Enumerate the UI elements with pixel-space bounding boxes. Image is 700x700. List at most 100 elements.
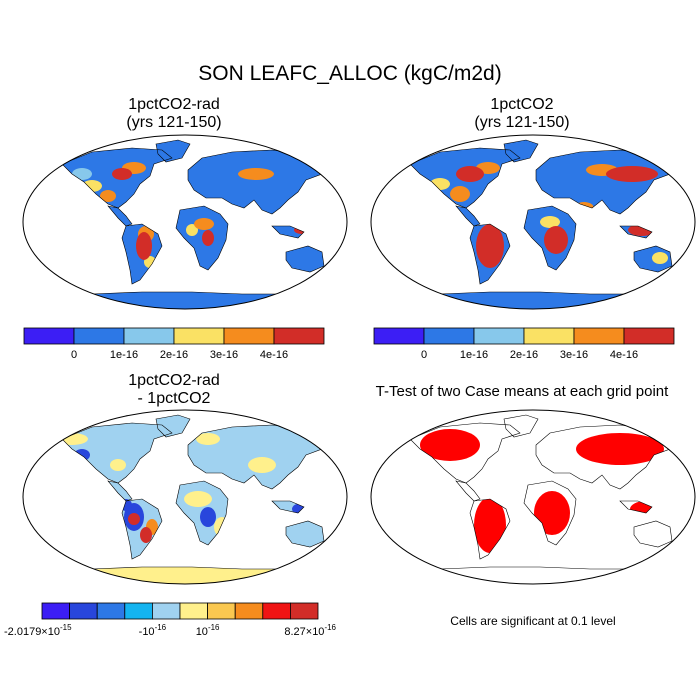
coastline-australia	[633, 520, 673, 548]
colorbar-box	[262, 602, 291, 620]
colorbar-box	[124, 602, 153, 620]
coastline-southAmerica	[121, 223, 163, 285]
panel-2-title: 1pctCO2 (yrs 121-150)	[372, 96, 672, 132]
land-antarctica	[400, 292, 670, 309]
map-border	[22, 134, 348, 310]
hotspot-hot	[474, 497, 506, 553]
coastline-centralAmerica	[455, 480, 481, 502]
hotspot-hot	[202, 230, 214, 246]
coastline-antarctica	[399, 566, 671, 584]
coastline-indonesia	[619, 500, 653, 514]
panel-1-title-line1: 1pctCO2-rad	[128, 96, 220, 113]
colorbar-tick-label: 0	[71, 349, 77, 361]
hotspot-hot	[606, 166, 658, 182]
colorbar-box	[373, 327, 425, 345]
coastline-southAmerica	[469, 223, 511, 285]
map-panel-3	[22, 409, 348, 585]
panel-4-title-line1: T-Test of two Case means at each grid po…	[375, 383, 669, 400]
coastline-centralAmerica	[107, 205, 133, 227]
coastline-africa	[523, 205, 577, 271]
map-panel-2	[370, 134, 696, 310]
coastline-greenland	[155, 414, 191, 438]
figure-title: SON LEAFC_ALLOC (kgC/m2d)	[198, 62, 502, 85]
panel-2-title-line1: 1pctCO2	[490, 96, 554, 113]
colorbar-box	[23, 327, 75, 345]
hotspot-hot	[476, 224, 504, 268]
hotspot-hot	[576, 433, 664, 465]
colorbar-box	[223, 327, 275, 345]
map-panel-1	[22, 134, 348, 310]
colorbar-box	[234, 602, 264, 620]
colorbar-box	[623, 327, 675, 345]
colorbar-tick-label: 8.27×10-16	[284, 623, 336, 638]
hotspot-mid	[186, 224, 198, 236]
land-antarctica	[52, 567, 322, 584]
land-greenland	[156, 140, 190, 162]
colorbar-tick-label: -10-16	[139, 623, 167, 638]
panel-4-title: T-Test of two Case means at each grid po…	[352, 383, 692, 401]
colorbar-tick-label: 3e-16	[560, 349, 588, 361]
land-centralAmerica	[108, 481, 132, 501]
coastline-australia	[285, 520, 325, 548]
coastline-africa	[175, 205, 229, 271]
colorbar-tick-label: 1e-16	[460, 349, 488, 361]
hotspot-hot	[534, 491, 570, 535]
hotspot-mid	[248, 457, 276, 473]
colorbar-box	[289, 602, 319, 620]
colorbar-tick-label: 1e-16	[110, 349, 138, 361]
land-antarctica	[52, 292, 322, 309]
map-border	[370, 409, 696, 585]
coastline-indonesia	[271, 225, 305, 239]
hotspot-hot	[136, 232, 152, 260]
colorbar-panel-1: 0 1e-16 2e-16 3e-16 4e-16	[23, 327, 325, 361]
hotspot-low	[200, 507, 216, 527]
significance-note: Cells are significant at 0.1 level	[450, 614, 616, 628]
coastline-centralAmerica	[107, 480, 133, 502]
coastline-africa	[523, 480, 577, 546]
hotspot-mid	[540, 216, 560, 228]
hotspot-mid	[652, 252, 668, 264]
colorbar-box	[207, 602, 236, 620]
land-northAmerica	[62, 423, 172, 483]
coastline-antarctica	[51, 291, 323, 309]
colorbar-tick-label: 0	[421, 349, 427, 361]
coastline-antarctica	[399, 291, 671, 309]
colorbar-box	[179, 602, 209, 620]
land-centralAmerica	[108, 206, 132, 226]
hotspot-mid	[184, 491, 212, 507]
colorbar-box	[69, 602, 98, 620]
coastline-northAmerica	[409, 147, 521, 209]
panel-2-title-line2: (yrs 121-150)	[474, 114, 570, 131]
coastline-australia	[285, 245, 325, 273]
panel-3-title: 1pctCO2-rad - 1pctCO2	[24, 372, 324, 408]
coastline-northAmerica	[61, 422, 173, 484]
colorbar-box	[41, 602, 71, 620]
colorbar-box	[96, 602, 126, 620]
coastline-greenland	[503, 414, 539, 438]
colorbar-box	[173, 327, 225, 345]
colorbar-box	[523, 327, 575, 345]
coastline-africa	[175, 480, 229, 546]
colorbar-box	[151, 602, 181, 620]
coastline-indonesia	[271, 500, 305, 514]
land-australia	[286, 246, 324, 272]
hotspot-warm	[238, 168, 274, 180]
colorbar-panel-2: 0 1e-16 2e-16 3e-16 4e-16	[373, 327, 675, 361]
hotspot-hot	[128, 513, 140, 525]
map-border	[22, 409, 348, 585]
coastline-northAmerica	[61, 147, 173, 209]
hotspot-mid	[196, 433, 220, 445]
colorbar-tick-label: 2e-16	[160, 349, 188, 361]
colorbar-box	[473, 327, 525, 345]
coastline-indonesia	[619, 225, 653, 239]
hotspot-warm	[100, 190, 116, 202]
coastline-northAmerica	[409, 422, 521, 484]
hotspot-hot	[544, 226, 568, 254]
land-greenland	[504, 415, 538, 437]
land-australia	[634, 521, 672, 547]
coastline-greenland	[503, 139, 539, 163]
colorbar-tick-label: 3e-16	[210, 349, 238, 361]
land-australia	[286, 521, 324, 547]
colorbar-difference: -2.0179×10-15 -10-16 10-16 8.27×10-16	[4, 602, 337, 638]
map-border	[370, 134, 696, 310]
